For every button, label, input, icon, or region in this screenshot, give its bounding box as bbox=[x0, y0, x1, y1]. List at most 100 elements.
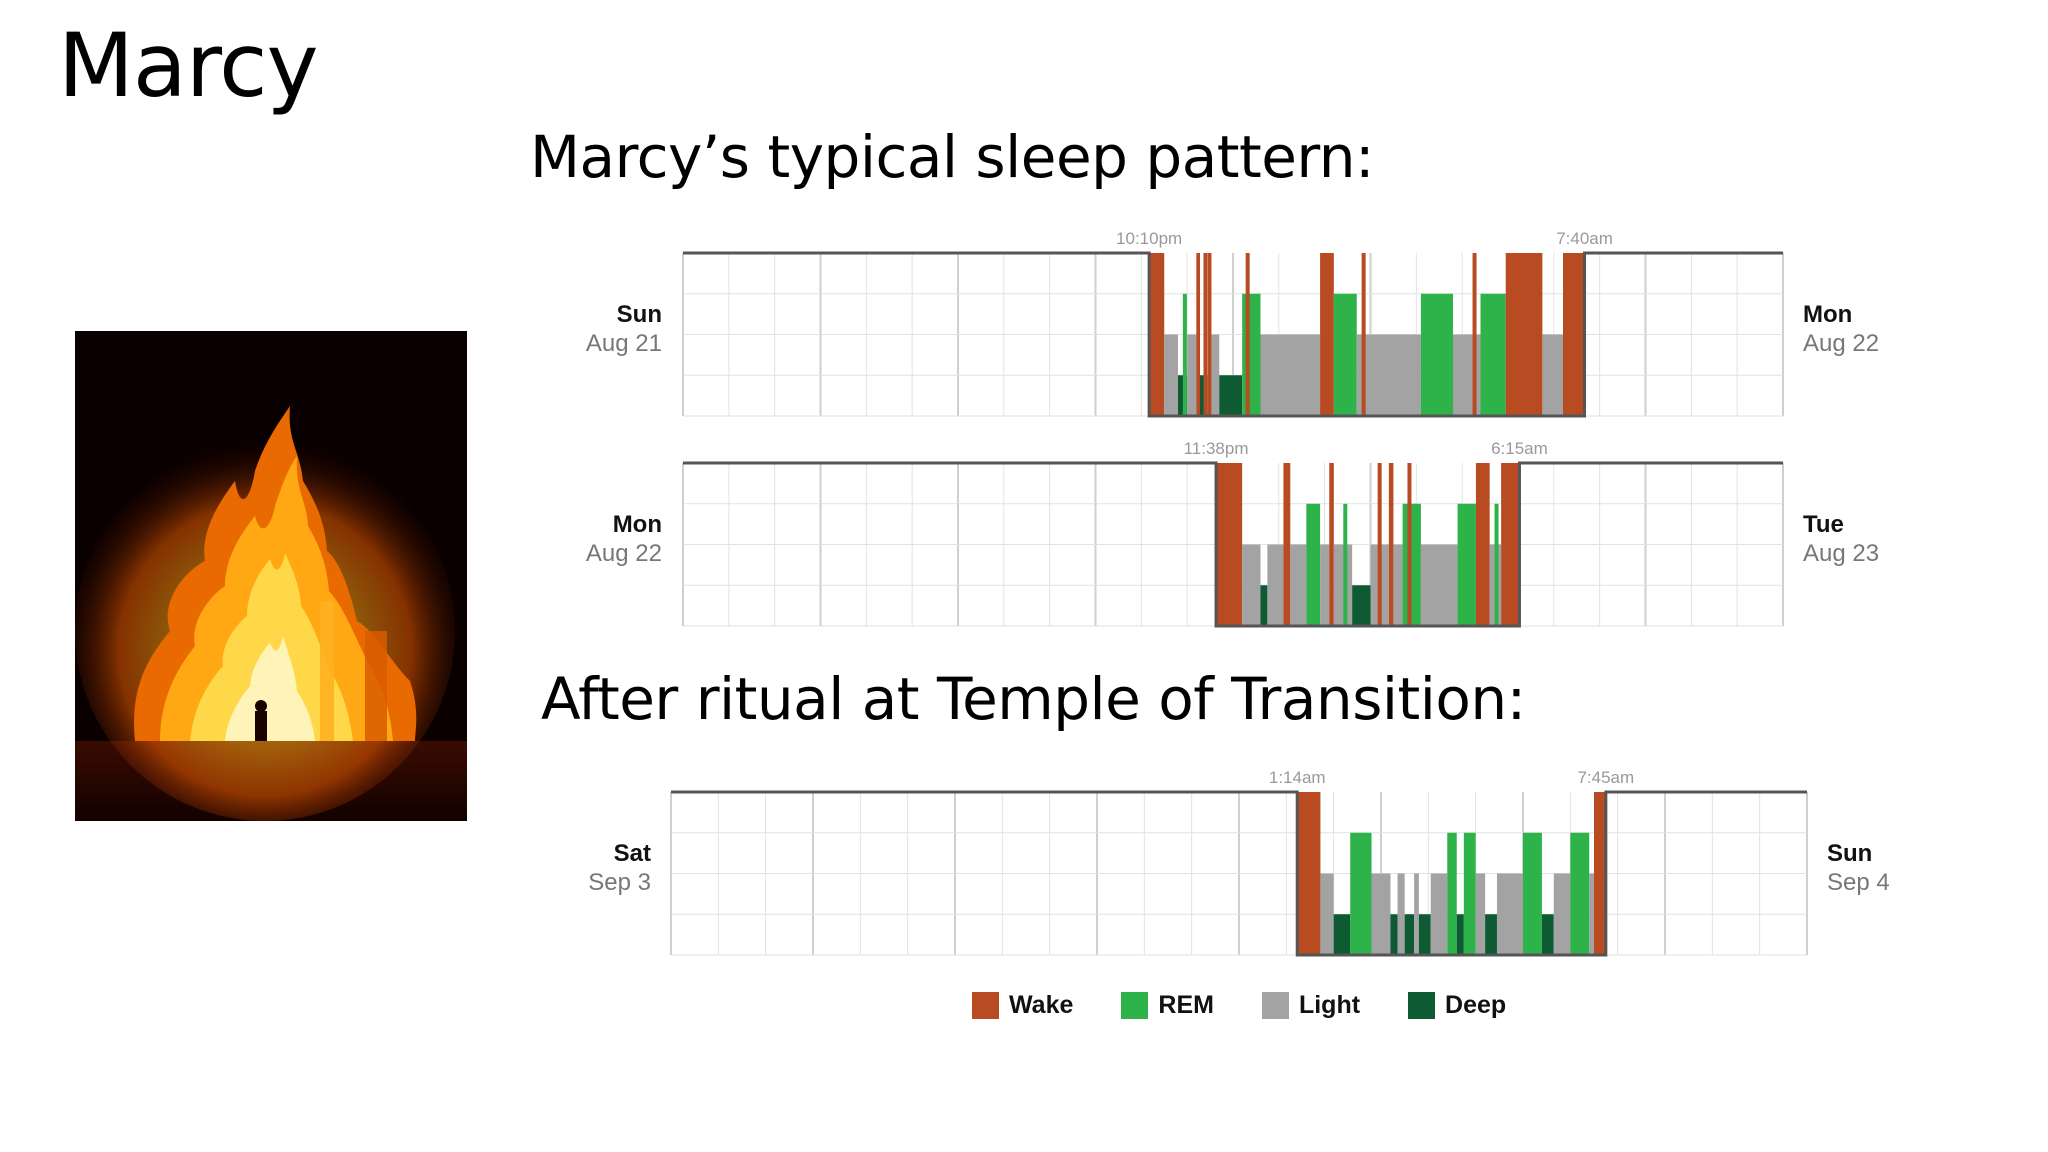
legend-swatch-wake bbox=[972, 992, 999, 1019]
chart-1-segment-wake bbox=[1207, 253, 1212, 416]
chart-2-segment-rem bbox=[1457, 503, 1476, 626]
chart-3-segment-light bbox=[1371, 873, 1391, 955]
chart-3-segment-rem bbox=[1570, 832, 1590, 955]
chart-2-segment-light bbox=[1420, 544, 1458, 626]
chart-2-outline bbox=[683, 461, 1783, 628]
chart-2-segment-rem bbox=[1402, 503, 1421, 626]
chart-1-segment-light bbox=[1260, 334, 1321, 416]
chart-2-segment-wake bbox=[1283, 463, 1291, 626]
chart-2-end-day: Tue Aug 23 bbox=[1803, 511, 1880, 567]
chart-1-segment-wake bbox=[1196, 253, 1200, 416]
chart-2-segment-light bbox=[1320, 544, 1330, 626]
chart-3-segment-rem bbox=[1523, 832, 1542, 955]
chart-2-segment-deep bbox=[1260, 585, 1268, 626]
legend-label-deep: Deep bbox=[1445, 991, 1507, 1019]
chart-2-segment-wake bbox=[1501, 463, 1520, 626]
legend-swatch-rem bbox=[1121, 992, 1149, 1019]
chart-3-segment-light bbox=[1496, 873, 1523, 955]
chart-2-spike-rem bbox=[1343, 503, 1348, 626]
legend-swatch-light bbox=[1261, 992, 1289, 1019]
legend-label-light: Light bbox=[1298, 991, 1361, 1019]
chart-1-segment-rem bbox=[1480, 293, 1506, 416]
chart-1-segment-light bbox=[1542, 334, 1563, 416]
chart-2-segment-wake bbox=[1216, 463, 1243, 626]
chart-1-sleep-end-label: 7:40am bbox=[1556, 229, 1613, 248]
fire-photo bbox=[75, 331, 467, 821]
chart-2-segment-light bbox=[1290, 544, 1307, 626]
typical-pattern-heading: Marcy’s typical sleep pattern: bbox=[530, 123, 1375, 191]
chart-3-segment-light bbox=[1397, 873, 1405, 955]
chart-2-segment-light bbox=[1393, 544, 1403, 626]
chart-3-segment-rem bbox=[1350, 832, 1372, 955]
chart-1-spike-wake bbox=[1361, 253, 1366, 416]
chart-1-sleep-start-label: 10:10pm bbox=[1116, 229, 1182, 248]
chart-1-segment-light bbox=[1187, 334, 1197, 416]
chart-2-segment-wake bbox=[1329, 463, 1334, 626]
legend-item-light: Light bbox=[1261, 991, 1361, 1020]
chart-3-segment-light bbox=[1320, 873, 1334, 955]
chart-2-segment-wake bbox=[1475, 463, 1490, 626]
chart-3-start-day: Sat Sep 3 bbox=[588, 840, 651, 896]
chart-3-segment-light bbox=[1414, 873, 1419, 955]
legend-item-rem: REM bbox=[1121, 991, 1214, 1020]
chart-3-outline bbox=[671, 790, 1807, 957]
chart-1-segment-wake bbox=[1563, 253, 1585, 416]
chart-2-segment-rem bbox=[1306, 503, 1321, 626]
chart-1-segment-deep bbox=[1219, 375, 1243, 416]
chart-2-spike-wake bbox=[1407, 463, 1412, 626]
legend-item-deep: Deep bbox=[1408, 991, 1506, 1020]
chart-3-segment-wake bbox=[1594, 792, 1606, 955]
chart-3-segment-rem bbox=[1447, 832, 1457, 955]
chart-2-sleep-start-label: 11:38pm bbox=[1184, 439, 1249, 458]
sleep-legend: Wake REM Light Deep bbox=[972, 991, 1506, 1020]
chart-1-end-day: Mon Aug 22 bbox=[1803, 301, 1880, 357]
chart-3-segment-deep bbox=[1404, 914, 1415, 955]
chart-1-segment-rem bbox=[1420, 293, 1453, 416]
legend-item-wake: Wake bbox=[972, 991, 1073, 1020]
slide-title: Marcy bbox=[58, 14, 319, 117]
chart-1-segment-light bbox=[1164, 334, 1178, 416]
chart-1-segment-rem bbox=[1242, 293, 1261, 416]
chart-1-segment-wake bbox=[1505, 253, 1543, 416]
chart-2-spike-rem bbox=[1494, 503, 1499, 626]
legend-label-wake: Wake bbox=[1009, 991, 1074, 1019]
chart-2-segment-deep bbox=[1352, 585, 1371, 626]
chart-1-start-day: Sun Aug 21 bbox=[585, 301, 662, 357]
chart-1-segment-wake bbox=[1149, 253, 1165, 416]
chart-3-segment-light bbox=[1553, 873, 1571, 955]
chart-3-segment-deep bbox=[1541, 914, 1554, 955]
chart-1-spike-wake bbox=[1472, 253, 1477, 416]
chart-3-segment-rem bbox=[1463, 832, 1476, 955]
chart-2-start-day: Mon Aug 22 bbox=[585, 511, 662, 567]
chart-2-segment-light bbox=[1242, 544, 1261, 626]
chart-2-segment-light bbox=[1267, 544, 1284, 626]
chart-3-segment-deep bbox=[1390, 914, 1398, 955]
chart-3-segment-light bbox=[1589, 873, 1594, 955]
chart-3-segment-wake bbox=[1297, 792, 1321, 955]
after-ritual-heading: After ritual at Temple of Transition: bbox=[541, 665, 1526, 733]
chart-1-segment-light bbox=[1356, 334, 1421, 416]
legend-swatch-deep bbox=[1408, 992, 1436, 1019]
chart-3-sleep-start-label: 1:14am bbox=[1269, 768, 1326, 787]
chart-2-spike-wake bbox=[1377, 463, 1382, 626]
chart-3-segment-deep bbox=[1418, 914, 1431, 955]
chart-2-segment-light bbox=[1333, 544, 1353, 626]
chart-1-segment-wake bbox=[1320, 253, 1334, 416]
chart-3-segment-light bbox=[1430, 873, 1448, 955]
chart-1-spike-wake bbox=[1245, 253, 1250, 416]
legend-label-rem: REM bbox=[1158, 991, 1214, 1019]
chart-1-segment-rem bbox=[1333, 293, 1357, 416]
chart-2-sleep-end-label: 6:15am bbox=[1491, 439, 1548, 458]
chart-3-segment-deep bbox=[1485, 914, 1497, 955]
chart-1-segment-deep bbox=[1178, 375, 1188, 416]
chart-1-spike-rem bbox=[1182, 293, 1187, 416]
chart-1-spike-wake bbox=[1203, 253, 1208, 416]
chart-1-segment-light bbox=[1211, 334, 1220, 416]
chart-3-segment-light bbox=[1475, 873, 1486, 955]
chart-3-sleep-end-label: 7:45am bbox=[1577, 768, 1634, 787]
chart-2-segment-wake bbox=[1388, 463, 1394, 626]
chart-3-segment-deep bbox=[1333, 914, 1351, 955]
chart-1-outline bbox=[683, 251, 1783, 418]
chart-3-end-day: Sun Sep 4 bbox=[1827, 840, 1890, 896]
